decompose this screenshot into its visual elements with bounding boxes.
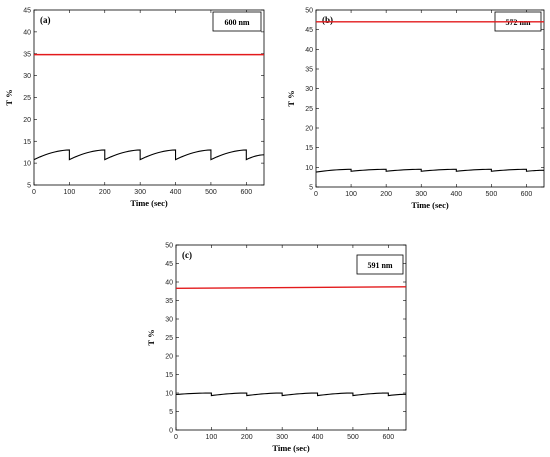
- y-tick-label: 20: [165, 354, 173, 361]
- y-axis-label: T %: [4, 89, 14, 105]
- y-tick-label: 15: [305, 145, 313, 152]
- x-tick-label: 500: [347, 434, 359, 441]
- x-tick-label: 300: [134, 189, 146, 196]
- y-tick-label: 30: [305, 86, 313, 93]
- y-tick-label: 40: [305, 47, 313, 54]
- x-tick-label: 400: [450, 191, 462, 198]
- y-tick-label: 0: [169, 428, 173, 435]
- wavelength-box: [212, 11, 262, 32]
- x-tick-label: 400: [170, 189, 182, 196]
- x-tick-label: 0: [314, 191, 318, 198]
- plot-frame: [315, 9, 545, 188]
- x-tick-label: 500: [205, 189, 217, 196]
- wavelength-label: 572 nm: [505, 18, 530, 27]
- y-tick-label: 5: [27, 183, 31, 190]
- series-line-red: [175, 286, 407, 289]
- panel-label: (c): [182, 250, 192, 260]
- wavelength-label: 591 nm: [367, 261, 392, 270]
- plot-frame: [33, 9, 265, 186]
- y-tick-label: 5: [309, 185, 313, 192]
- y-axis-label: T %: [286, 90, 296, 106]
- series-line-black: [315, 168, 545, 173]
- x-axis-label: Time (sec): [272, 443, 310, 453]
- y-tick-label: 10: [165, 391, 173, 398]
- y-tick-label: 30: [165, 317, 173, 324]
- series-line-black: [33, 149, 265, 161]
- y-tick-label: 45: [23, 8, 31, 15]
- y-tick-label: 15: [165, 372, 173, 379]
- y-tick-label: 45: [305, 27, 313, 34]
- wavelength-label: 600 nm: [224, 18, 249, 27]
- y-tick-label: 40: [165, 280, 173, 287]
- chart-panel-a: 0 100 200 300 400 500 600 5 10 15 20 25 30 35 40 45 Time…: [4, 8, 265, 208]
- y-tick-label: 5: [169, 409, 173, 416]
- y-tick-label: 25: [165, 335, 173, 342]
- wavelength-box: [356, 254, 404, 275]
- y-tick-label: 35: [23, 51, 31, 58]
- chart-panel-b: 0 100 200 300 400 500 600 5 10 15 20 25 30 35 40 45 50 Ti…: [286, 8, 545, 210]
- x-tick-label: 600: [521, 191, 533, 198]
- y-tick-label: 35: [165, 298, 173, 305]
- y-tick-label: 50: [165, 243, 173, 250]
- y-tick-label: 10: [305, 165, 313, 172]
- x-tick-label: 200: [241, 434, 253, 441]
- x-tick-label: 300: [415, 191, 427, 198]
- series-line-black: [175, 392, 407, 397]
- y-tick-label: 30: [23, 73, 31, 80]
- x-axis-label: Time (sec): [411, 200, 449, 210]
- y-tick-label: 15: [23, 139, 31, 146]
- x-axis-label: Time (sec): [130, 198, 168, 208]
- panel-label: (b): [322, 15, 333, 25]
- x-tick-label: 100: [345, 191, 357, 198]
- y-tick-label: 25: [23, 95, 31, 102]
- panel-label: (a): [40, 15, 51, 25]
- x-tick-label: 200: [99, 189, 111, 196]
- x-tick-label: 100: [64, 189, 76, 196]
- x-tick-label: 500: [486, 191, 498, 198]
- y-tick-label: 50: [305, 8, 313, 15]
- x-tick-label: 0: [32, 189, 36, 196]
- x-tick-label: 100: [206, 434, 218, 441]
- y-tick-label: 25: [305, 106, 313, 113]
- y-tick-label: 20: [305, 126, 313, 133]
- x-tick-label: 400: [312, 434, 324, 441]
- y-tick-label: 35: [305, 67, 313, 74]
- x-tick-label: 600: [240, 189, 252, 196]
- y-tick-label: 40: [23, 29, 31, 36]
- y-axis-label: T %: [146, 329, 156, 345]
- chart-panel-c: 0 100 200 300 400 500 600 0 5 10 15 20 25 30 35 40 45 50 T…: [146, 243, 407, 453]
- y-tick-label: 45: [165, 261, 173, 268]
- x-tick-label: 200: [380, 191, 392, 198]
- y-tick-label: 10: [23, 161, 31, 168]
- x-tick-label: 300: [276, 434, 288, 441]
- x-tick-label: 600: [382, 434, 394, 441]
- y-tick-label: 20: [23, 117, 31, 124]
- x-tick-label: 0: [174, 434, 178, 441]
